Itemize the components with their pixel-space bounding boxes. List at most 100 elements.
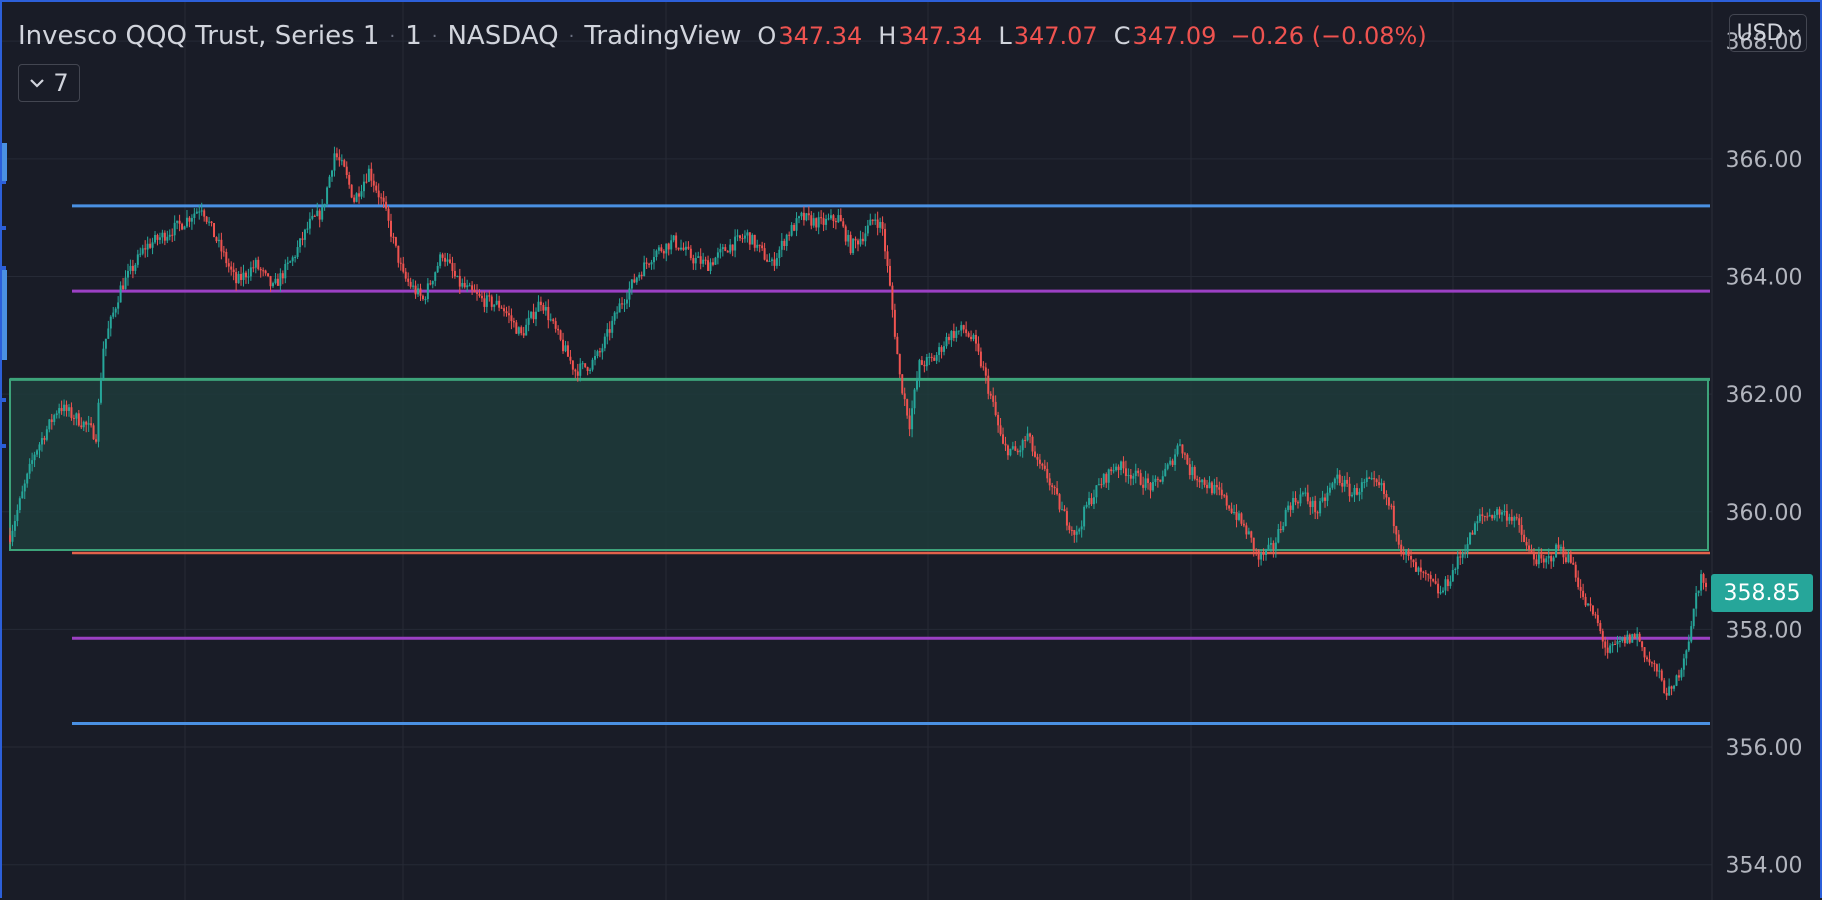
candle-body [1029, 433, 1032, 437]
candle-body [1090, 498, 1093, 505]
candle-body [1412, 559, 1415, 563]
candle-body [394, 237, 397, 246]
candle-body [237, 273, 240, 284]
candle-body [947, 336, 950, 341]
candle-body [756, 244, 759, 248]
candle-body [616, 312, 619, 314]
candle-body [697, 256, 700, 258]
candle-body [294, 257, 297, 259]
candle-body [36, 450, 39, 455]
candle-body [1572, 562, 1575, 565]
candle-body [1604, 641, 1607, 648]
candle-body [495, 300, 498, 305]
horizontal-levels[interactable] [72, 204, 1710, 726]
candle-body [183, 226, 186, 230]
separator-dot: · [389, 25, 396, 47]
candle-body [1500, 512, 1503, 515]
candle-body [1080, 526, 1083, 530]
candle-body [227, 263, 230, 267]
candle-body [579, 363, 582, 376]
candle-body [38, 444, 41, 451]
candle-body [660, 247, 663, 252]
candle-body [1063, 509, 1066, 512]
candle-body [242, 272, 245, 280]
candle-body [1496, 509, 1499, 515]
candle-body [1508, 516, 1511, 521]
candle-body [90, 423, 93, 426]
candle-body [530, 311, 533, 318]
candle-body [788, 234, 791, 236]
candle-body [1355, 488, 1358, 495]
candle-body [1024, 440, 1027, 442]
candle-body [21, 491, 24, 499]
candle-body [1304, 492, 1307, 494]
candle-body [665, 243, 668, 254]
candle-body [1434, 581, 1437, 584]
candle-body [525, 324, 528, 336]
candle-body [122, 285, 125, 290]
candle-body [1682, 658, 1685, 670]
candle-body [1498, 509, 1501, 515]
candle-body [859, 238, 862, 245]
candle-body [67, 407, 70, 411]
candle-body [154, 235, 157, 243]
candle-body [876, 219, 879, 228]
candle-body [680, 247, 683, 250]
candle-body [1228, 505, 1231, 509]
low-key: L [998, 22, 1012, 50]
price-axis-tick-label: 360.00 [1726, 501, 1803, 526]
candle-body [507, 313, 510, 316]
price-axis[interactable]: 368.00366.00364.00362.00360.00358.00356.… [1711, 0, 1822, 900]
candle-body [766, 259, 769, 262]
candle-body [1210, 482, 1213, 494]
candle-body [1083, 506, 1086, 527]
candle-body [648, 263, 651, 265]
open-value: 347.34 [778, 22, 863, 50]
candle-body [901, 374, 904, 394]
candle-body [318, 210, 321, 220]
symbol-legend[interactable]: Invesco QQQ Trust, Series 1 · 1 · NASDAQ… [18, 14, 1427, 58]
candle-body [1616, 641, 1619, 645]
indicators-toggle-button[interactable]: 7 [18, 64, 80, 102]
candle-body [1587, 603, 1590, 606]
candle-body [1338, 474, 1341, 483]
candle-body [225, 251, 228, 264]
candle-body [1564, 557, 1567, 563]
candle-body [522, 333, 525, 336]
candle-body [1314, 500, 1317, 513]
candle-body [997, 414, 1000, 426]
candle-body [1014, 446, 1017, 451]
candle-body [539, 301, 542, 305]
candle-body [852, 238, 855, 254]
candle-body [1596, 615, 1599, 624]
candle-body [63, 404, 66, 412]
candle-body [879, 221, 882, 228]
symbol-name[interactable]: Invesco QQQ Trust, Series 1 [18, 21, 380, 51]
candle-body [45, 429, 48, 440]
candle-body [308, 218, 311, 229]
candle-body [1660, 670, 1663, 681]
candle-body [751, 234, 754, 245]
candle-body [1545, 558, 1548, 563]
candle-body [1636, 633, 1639, 639]
currency-selector[interactable]: USD [1729, 14, 1807, 52]
candle-body [1164, 468, 1167, 477]
candle-body [670, 240, 673, 250]
candle-body [820, 217, 823, 219]
support-resistance-zone[interactable] [9, 377, 1710, 555]
candle-body [129, 265, 132, 271]
candle-body [562, 339, 565, 352]
candle-body [716, 252, 719, 258]
candle-body [1287, 505, 1290, 510]
candle-body [1562, 546, 1565, 558]
candle-body [805, 213, 808, 221]
candle-body [301, 238, 304, 240]
chevron-down-icon [1787, 29, 1800, 37]
candle-body [303, 229, 306, 240]
candle-body [834, 220, 837, 223]
candle-body [109, 316, 112, 329]
candle-body [729, 244, 732, 253]
candle-body [1623, 637, 1626, 644]
candle-body [1186, 454, 1189, 465]
